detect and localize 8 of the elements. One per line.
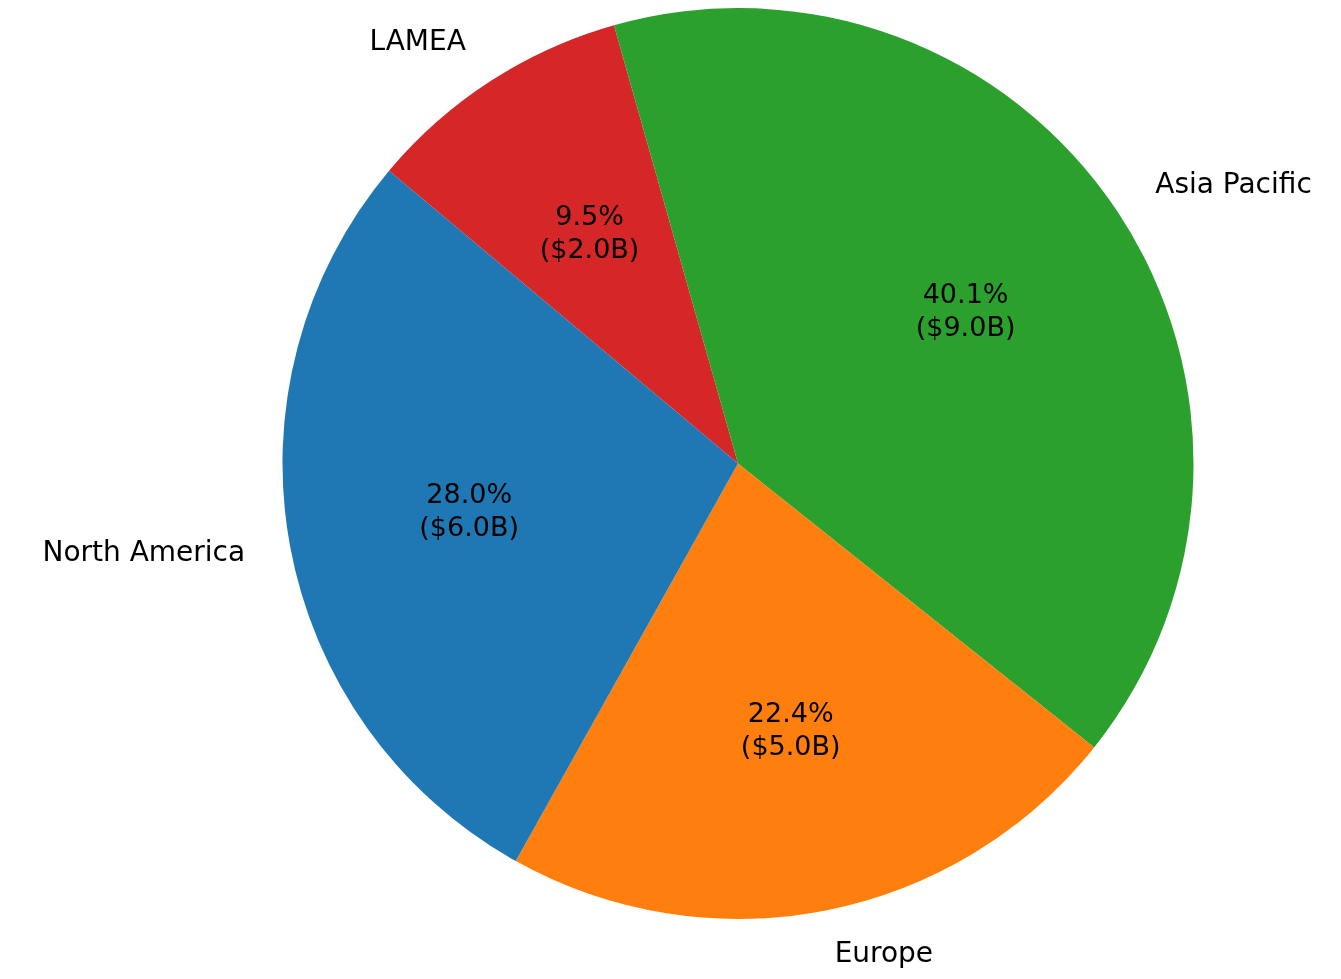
- data-label: 9.5% ($2.0B): [539, 199, 640, 264]
- data-label: 22.4% ($5.0B): [740, 697, 841, 762]
- slice-label: Asia Pacific: [1155, 167, 1312, 201]
- slice-label: North America: [42, 535, 246, 569]
- slice-label: Europe: [834, 936, 934, 970]
- data-label: 28.0% ($6.0B): [419, 478, 520, 543]
- data-label: 40.1% ($9.0B): [915, 277, 1016, 342]
- slice-label: LAMEA: [369, 24, 466, 58]
